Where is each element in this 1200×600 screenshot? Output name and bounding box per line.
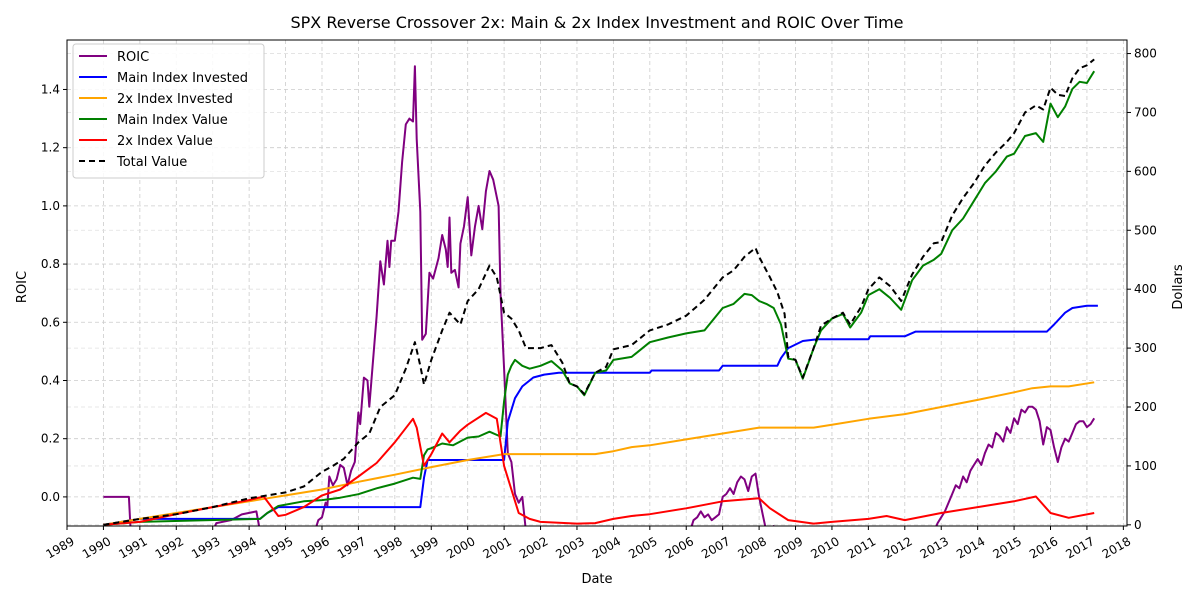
y-right-tick-label: 0: [1134, 518, 1142, 532]
legend-label: Main Index Value: [117, 113, 228, 128]
y-axis-right-title: Dollars: [1171, 264, 1186, 309]
y-right-tick-label: 700: [1134, 105, 1157, 119]
legend-label: Total Value: [116, 155, 187, 170]
y-right-tick-label: 300: [1134, 341, 1157, 355]
y-right-tick-label: 400: [1134, 282, 1157, 296]
series-line-2x-index-value: [103, 411, 1095, 526]
y-axis-left-title: ROIC: [15, 271, 30, 303]
series-line-total-value: [103, 58, 1095, 526]
chart-title: SPX Reverse Crossover 2x: Main & 2x Inde…: [290, 13, 903, 32]
series-line-main-index-invested: [103, 304, 1098, 526]
y-left-tick-label: 0.4: [41, 373, 60, 387]
series-line-roic: [103, 65, 1096, 526]
y-right-tick-label: 500: [1134, 223, 1157, 237]
legend-box: [72, 43, 265, 179]
plot-frame: [66, 39, 1128, 527]
y-left-tick-label: 1.0: [41, 199, 60, 213]
y-left-tick-label: 0.2: [41, 432, 60, 446]
y-left-tick-label: 1.4: [41, 82, 60, 96]
series-line-main-index-value: [103, 70, 1096, 526]
y-right-tick-label: 100: [1134, 459, 1157, 473]
series-line-2x-index-invested: [103, 381, 1095, 526]
legend-label: ROIC: [117, 50, 149, 65]
legend-label: 2x Index Value: [117, 134, 213, 149]
y-left-tick-label: 1.2: [41, 141, 60, 155]
y-right-tick-label: 800: [1134, 47, 1157, 61]
x-axis-title: Date: [581, 572, 612, 587]
y-left-tick-label: 0.0: [41, 490, 60, 504]
legend: ROIC Main Index Invested 2x Index Invested…: [72, 43, 265, 179]
legend-label: Main Index Invested: [117, 71, 248, 86]
legend-label: 2x Index Invested: [117, 92, 233, 107]
y-left-tick-label: 0.8: [41, 257, 60, 271]
plot-area: [103, 58, 1098, 526]
y-right-tick-label: 200: [1134, 400, 1157, 414]
y-right-tick-label: 600: [1134, 164, 1157, 178]
y-left-tick-label: 0.6: [41, 315, 60, 329]
